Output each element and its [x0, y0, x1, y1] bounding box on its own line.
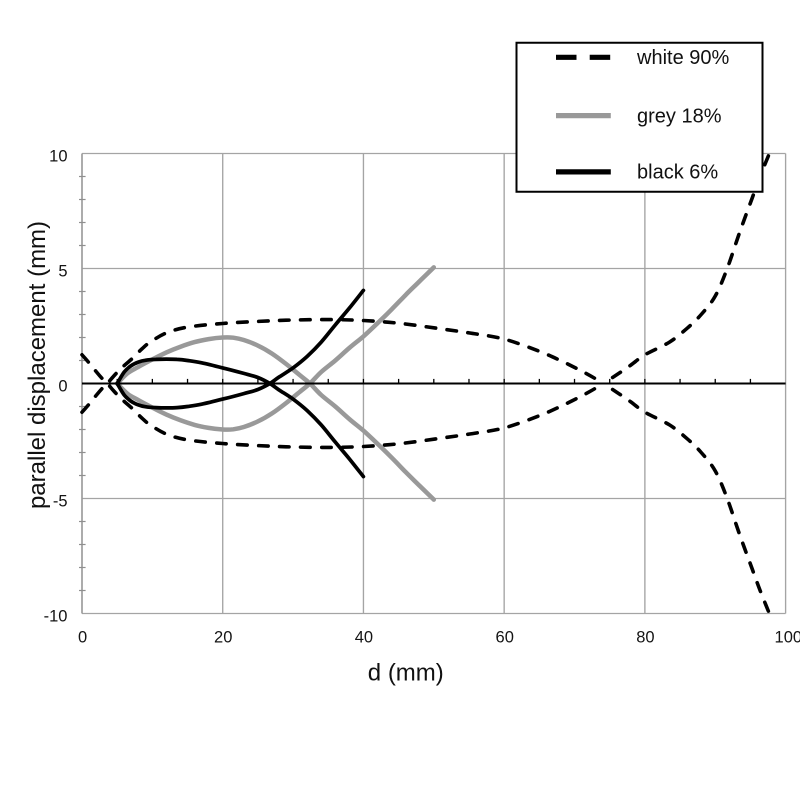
- svg-text:0: 0: [58, 377, 67, 395]
- svg-text:60: 60: [496, 629, 514, 647]
- svg-text:black 6%: black 6%: [637, 162, 718, 184]
- svg-text:40: 40: [355, 629, 373, 647]
- svg-text:d (mm): d (mm): [368, 659, 444, 686]
- svg-text:10: 10: [49, 147, 67, 165]
- svg-text:80: 80: [636, 629, 654, 647]
- svg-text:grey 18%: grey 18%: [637, 105, 722, 127]
- svg-text:20: 20: [214, 629, 232, 647]
- svg-text:0: 0: [78, 629, 87, 647]
- svg-text:5: 5: [58, 262, 67, 280]
- svg-text:white 90%: white 90%: [636, 47, 729, 69]
- svg-text:-10: -10: [44, 607, 68, 625]
- svg-text:parallel displacement (mm): parallel displacement (mm): [24, 221, 51, 509]
- svg-text:-5: -5: [53, 492, 68, 510]
- svg-text:100: 100: [775, 629, 800, 647]
